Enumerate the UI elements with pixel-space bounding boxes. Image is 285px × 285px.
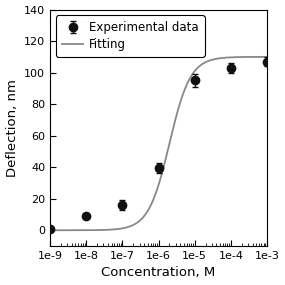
Fitting: [221, 56, 225, 60]
Y-axis label: Deflection, nm: Deflection, nm: [5, 79, 19, 177]
Fitting: [70, 229, 74, 232]
Fitting: [136, 221, 140, 224]
X-axis label: Concentration, M: Concentration, M: [101, 266, 216, 280]
Fitting: [197, 65, 201, 68]
Fitting: [265, 55, 269, 59]
Fitting: [48, 229, 52, 232]
Fitting: [144, 212, 147, 216]
Fitting: [217, 57, 221, 60]
Line: Fitting: Fitting: [50, 57, 267, 230]
Legend: Experimental data, Fitting: Experimental data, Fitting: [56, 15, 205, 57]
